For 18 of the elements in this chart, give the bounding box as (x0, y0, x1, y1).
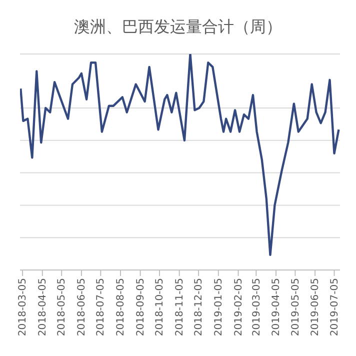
x-tick-label: 2018-03-05 (18, 278, 29, 336)
x-tick-label: 2018-09-05 (135, 278, 146, 336)
x-tick-label: 2019-02-05 (233, 278, 244, 336)
x-tick-label: 2018-05-05 (56, 278, 68, 336)
x-tick-label: 2018-08-05 (116, 278, 127, 336)
x-tick-label: 2018-11-05 (174, 278, 186, 336)
x-tick-label: 2019-07-05 (329, 278, 340, 336)
x-tick-label: 2018-06-05 (76, 278, 88, 336)
x-tick-label: 2018-07-05 (96, 278, 107, 336)
x-tick-label: 2019-01-05 (214, 278, 224, 336)
x-tick-label: 2018-04-05 (38, 278, 48, 336)
x-tick-label: 2019-05-05 (290, 278, 302, 336)
x-tick-label: 2019-04-05 (271, 278, 282, 336)
x-tick-label: 2018-12-05 (194, 278, 205, 336)
x-tick-label: 2019-06-05 (310, 278, 322, 336)
chart-title: 澳洲、巴西发运量合计（周） (73, 16, 283, 38)
x-tick-label: 2018-10-05 (154, 278, 166, 336)
x-tick-label: 2019-03-05 (251, 278, 262, 336)
